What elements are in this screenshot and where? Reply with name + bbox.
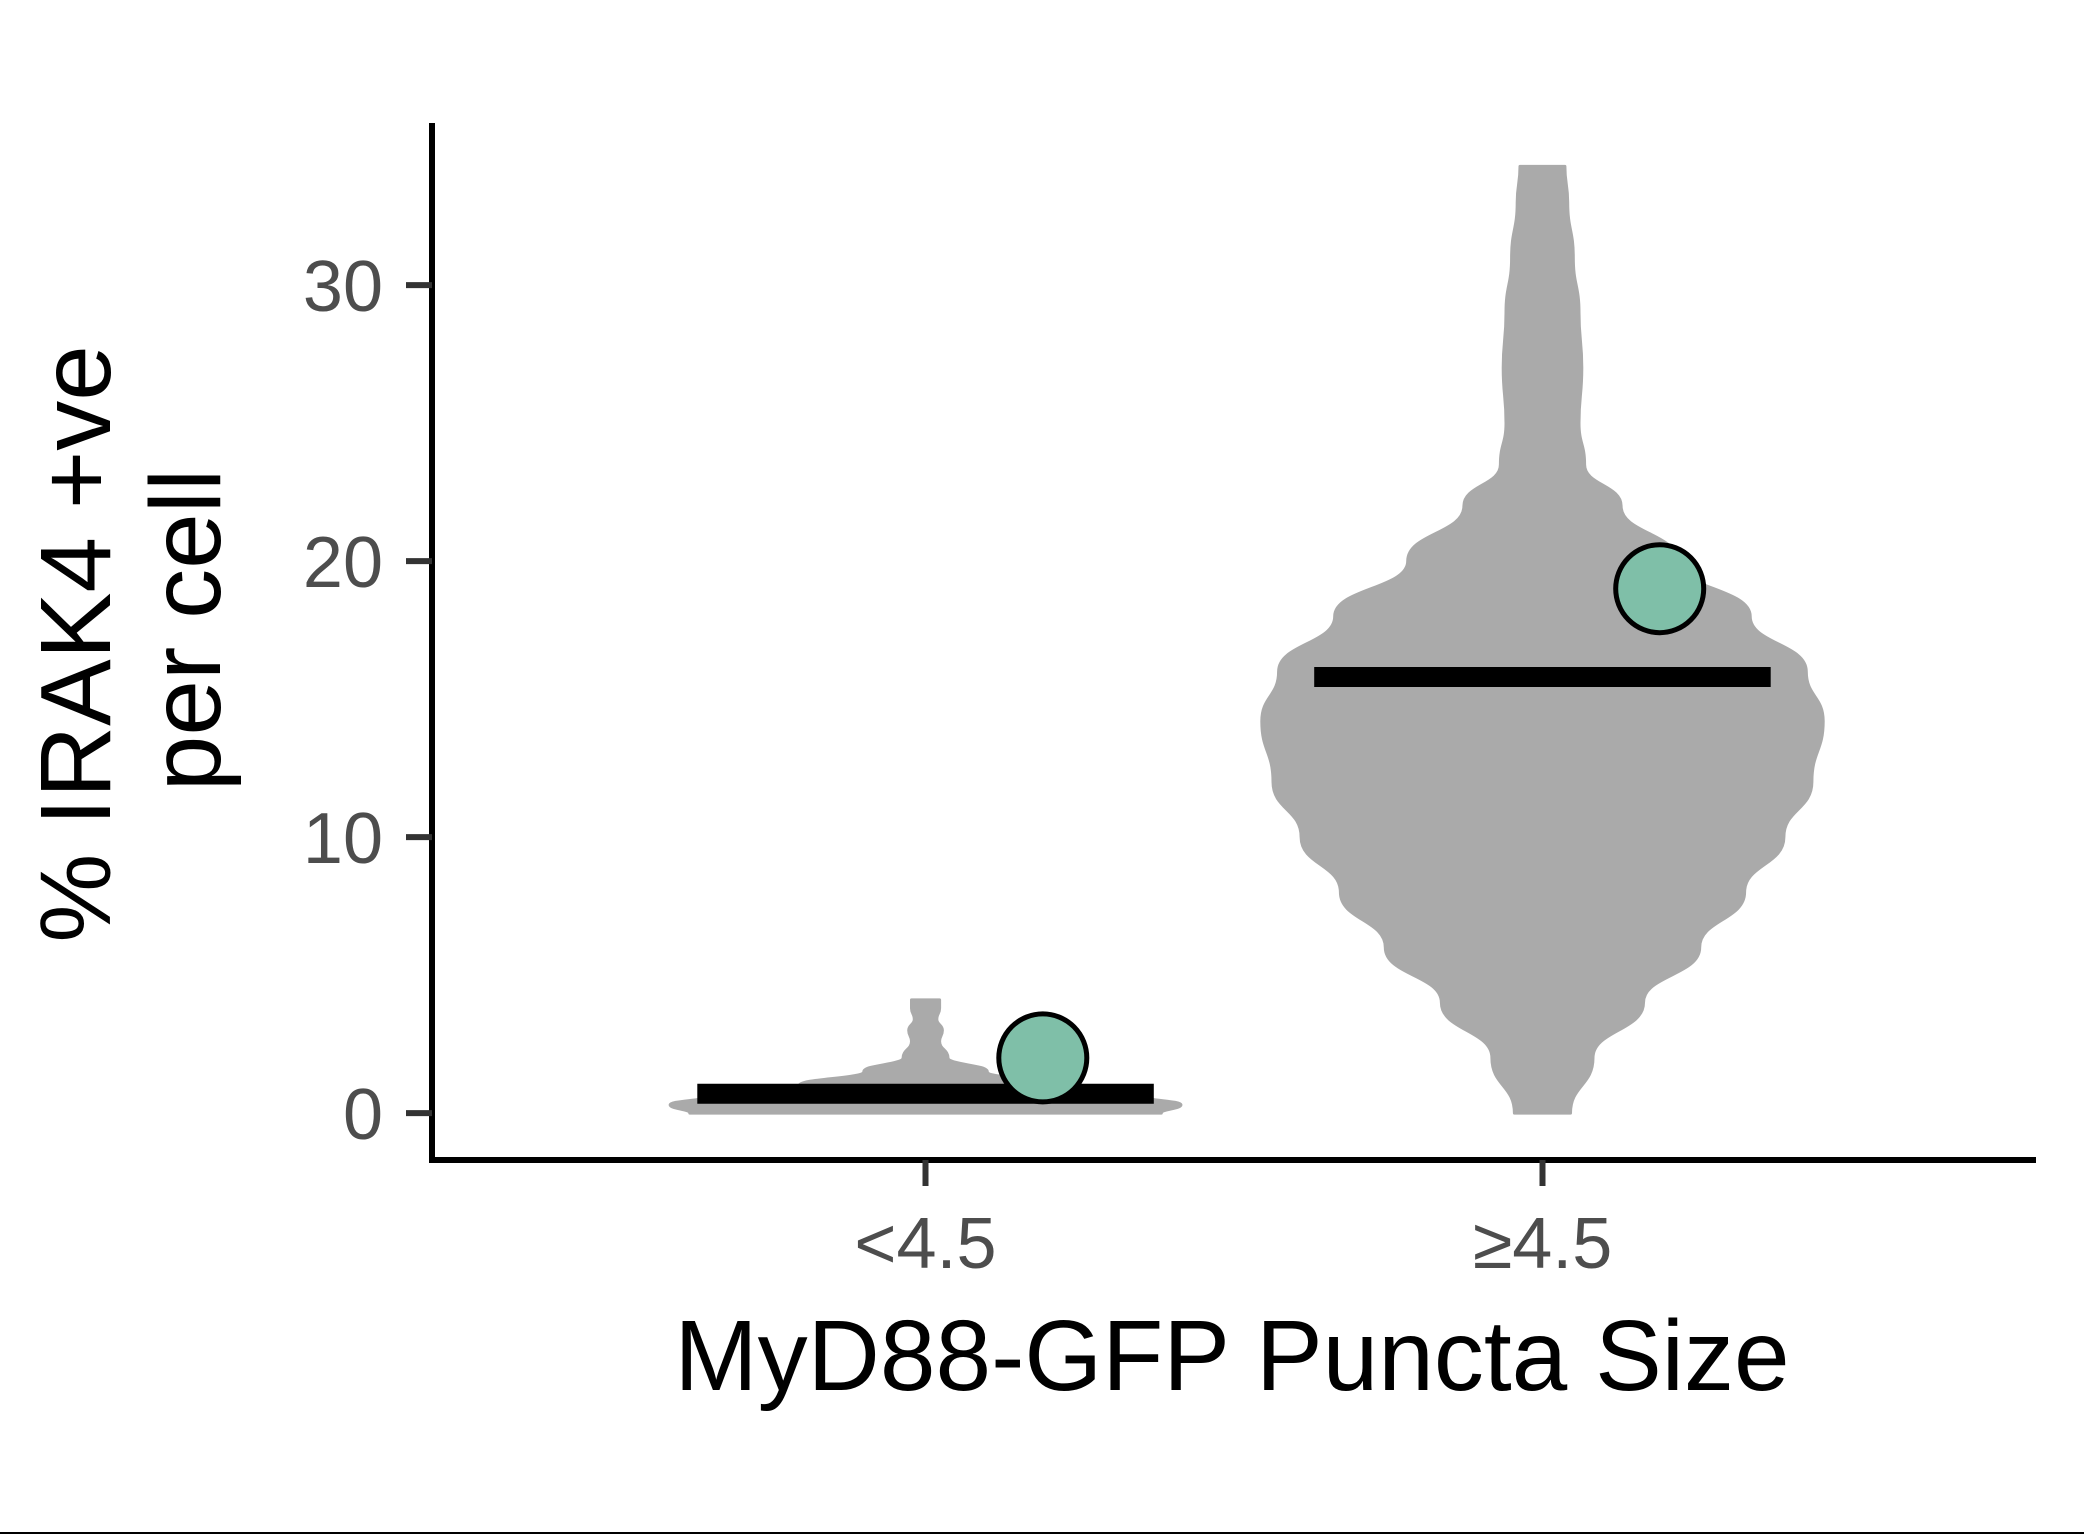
mean-point-2 xyxy=(1613,542,1707,636)
violin-2 xyxy=(1260,164,1825,1115)
y-tick-label-10: 10 xyxy=(303,799,383,879)
y-tick-label-0: 0 xyxy=(343,1075,383,1155)
bottom-rule xyxy=(0,1532,2084,1534)
y-ticks: 0 10 20 30 xyxy=(303,247,432,1155)
y-axis-title: % IRAK4 +ve per cell xyxy=(20,317,242,942)
y-axis-title-line-2: per cell xyxy=(130,469,242,791)
y-tick-label-30: 30 xyxy=(303,247,383,327)
mean-points-layer xyxy=(996,542,1707,1105)
x-axis-title: MyD88-GFP Puncta Size xyxy=(674,1300,1789,1412)
y-tick-label-20: 20 xyxy=(303,523,383,603)
x-tick-label-2: ≥4.5 xyxy=(1473,1204,1613,1284)
medians-layer xyxy=(697,667,1771,1104)
x-ticks: <4.5 ≥4.5 xyxy=(854,1160,1612,1284)
mean-point-1 xyxy=(996,1011,1090,1105)
y-axis-title-line-1: % IRAK4 +ve xyxy=(20,345,132,943)
violins-layer xyxy=(668,164,1825,1115)
x-tick-label-1: <4.5 xyxy=(854,1204,996,1284)
